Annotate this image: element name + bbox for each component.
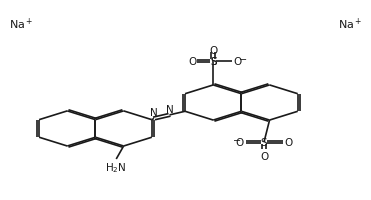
Text: O: O bbox=[233, 57, 242, 67]
Text: O: O bbox=[235, 137, 243, 147]
Text: S: S bbox=[261, 137, 267, 147]
Text: H$_2$N: H$_2$N bbox=[105, 160, 127, 174]
Text: −: − bbox=[233, 135, 241, 145]
Text: S: S bbox=[210, 57, 217, 67]
Text: N: N bbox=[166, 104, 173, 114]
Text: −: − bbox=[239, 55, 247, 65]
Text: S: S bbox=[210, 57, 217, 67]
Text: O: O bbox=[260, 152, 268, 162]
Text: O: O bbox=[209, 46, 217, 56]
Text: O: O bbox=[285, 137, 293, 147]
Text: Na$^+$: Na$^+$ bbox=[338, 17, 362, 32]
Text: N: N bbox=[150, 108, 158, 118]
Text: O: O bbox=[189, 57, 197, 67]
Text: S: S bbox=[210, 57, 217, 67]
Text: Na$^+$: Na$^+$ bbox=[9, 17, 33, 32]
